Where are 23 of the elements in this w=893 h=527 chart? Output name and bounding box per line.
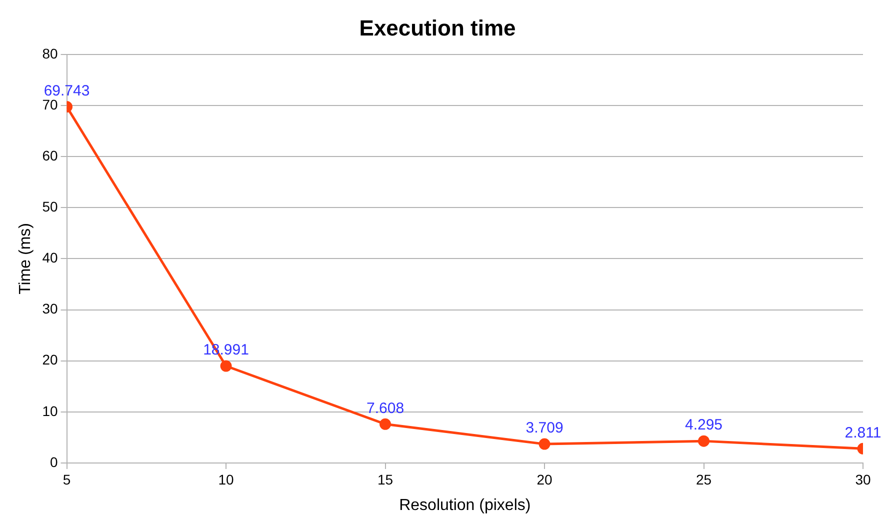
y-tick-label: 50 bbox=[42, 198, 58, 214]
y-tick-label: 20 bbox=[42, 352, 58, 368]
x-tick-label: 10 bbox=[218, 471, 234, 488]
point bbox=[538, 438, 550, 450]
x-tick-label: 30 bbox=[855, 471, 871, 488]
chart-title: Execution time bbox=[359, 15, 516, 40]
x-tick-label: 15 bbox=[377, 471, 394, 488]
y-axis-title: Time (ms) bbox=[17, 223, 34, 294]
point bbox=[380, 418, 392, 430]
data-label: 4.295 bbox=[684, 416, 723, 434]
data-label: 2.811 bbox=[844, 424, 882, 442]
x-tick-label: 5 bbox=[62, 471, 71, 488]
y-tick-label: 40 bbox=[42, 250, 58, 266]
y-tick-label: 0 bbox=[50, 454, 58, 470]
y-tick-label: 80 bbox=[42, 45, 58, 62]
x-tick-label: 25 bbox=[696, 471, 712, 488]
data-label: 7.608 bbox=[366, 400, 404, 417]
x-axis-title: Resolution (pixels) bbox=[399, 496, 531, 514]
y-tick-label: 30 bbox=[42, 300, 58, 317]
x-tick-label: 20 bbox=[536, 471, 553, 488]
y-tick-label: 60 bbox=[42, 147, 58, 164]
y-tick-label: 10 bbox=[42, 402, 58, 419]
data-label: 3.709 bbox=[526, 420, 564, 437]
